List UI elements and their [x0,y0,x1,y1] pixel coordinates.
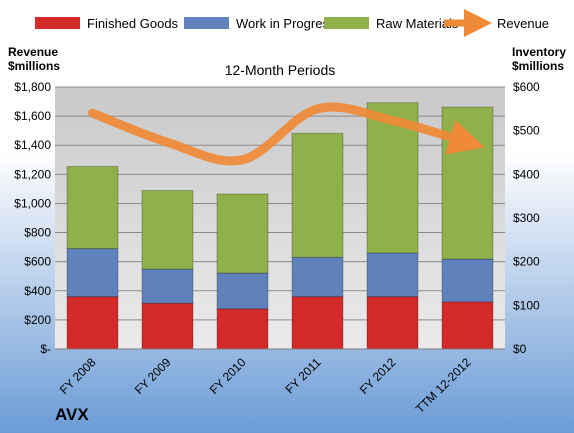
left-tick-label: $1,200 [14,167,51,181]
legend-label-revenue: Revenue [497,16,549,31]
revenue-line [88,102,485,166]
bar-work-in-progress [66,248,119,298]
bar-raw-materials [66,165,119,250]
bar-finished-goods [291,296,344,350]
right-tick-label: $100 [513,298,540,312]
left-tick-label: $400 [24,284,51,298]
bar-finished-goods [441,301,494,350]
left-tick-label: $- [40,342,51,356]
left-axis-ticks: $- $200 $400 $600 $800 $1,000 $1,200 $1,400 $1,6… [14,80,51,356]
legend-label-finished-goods: Finished Goods [87,16,179,31]
left-tick-label: $1,000 [14,196,51,210]
right-tick-label: $600 [513,80,540,94]
left-tick-label: $800 [24,226,51,240]
legend-label-raw-materials: Raw Materials [376,16,459,31]
left-axis-title-line1: Revenue [8,45,58,59]
right-tick-label: $500 [513,124,540,138]
company-name: AVX [55,405,89,424]
bar-finished-goods [216,308,269,350]
bar-raw-materials [141,189,194,270]
left-tick-label: $1,400 [14,138,51,152]
bar-raw-materials [441,106,494,260]
legend: Finished Goods Work in Progress Raw Mate… [35,9,549,37]
bar-work-in-progress [291,256,344,298]
bar-finished-goods [66,296,119,350]
bar-work-in-progress [216,272,269,310]
bars [66,102,494,350]
left-tick-label: $1,800 [14,80,51,94]
bar-work-in-progress [366,252,419,298]
legend-swatch-raw-materials [324,17,369,29]
legend-swatch-work-in-progress [184,17,229,29]
bar-raw-materials [216,193,269,274]
right-tick-label: $200 [513,255,540,269]
left-tick-label: $200 [24,313,51,327]
bar-work-in-progress [141,268,194,304]
revenue-line-group [88,102,485,166]
left-tick-label: $1,600 [14,109,51,123]
bar-finished-goods [141,302,194,350]
right-tick-label: $400 [513,167,540,181]
right-tick-label: $0 [513,342,527,356]
gridlines [55,86,505,321]
bar-finished-goods [366,296,419,350]
legend-swatch-finished-goods [35,17,80,29]
right-axis-title-line1: Inventory [512,45,566,59]
right-tick-label: $300 [513,211,540,225]
legend-label-work-in-progress: Work in Progress [236,16,336,31]
bar-raw-materials [291,132,344,258]
bar-work-in-progress [441,258,494,303]
right-axis-ticks: $0 $100 $200 $300 $400 $500 $600 [513,80,540,356]
chart-subtitle: 12-Month Periods [225,62,336,78]
right-axis-title-line2: $millions [512,59,564,73]
left-axis-title-line2: $millions [8,59,60,73]
left-tick-label: $600 [24,255,51,269]
